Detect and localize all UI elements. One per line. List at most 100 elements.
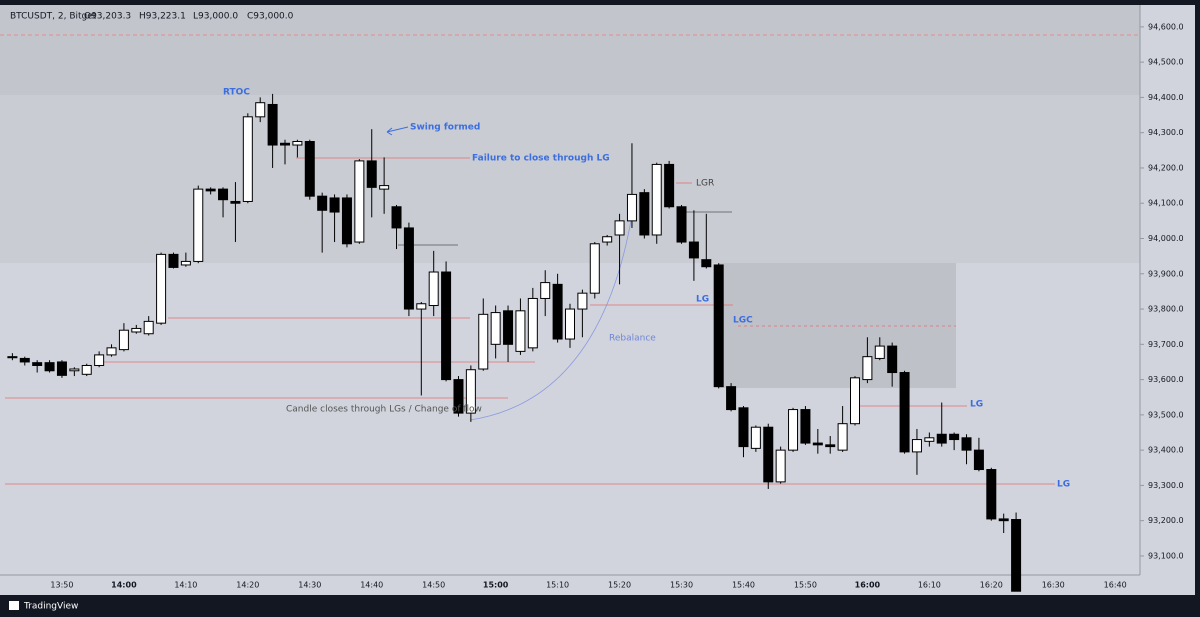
candle-body (936, 433, 947, 444)
candle-body (639, 192, 650, 236)
candle-body (280, 142, 290, 146)
y-tick-label: 93,700.0 (1148, 340, 1184, 349)
y-tick-label: 94,500.0 (1148, 58, 1184, 67)
x-tick-label: 16:00 (855, 581, 881, 590)
y-tick-label: 93,300.0 (1148, 481, 1184, 490)
candle-body (676, 206, 687, 243)
annotation: LG (1057, 480, 1070, 490)
candle-body (887, 345, 898, 374)
candle-body (317, 195, 328, 211)
y-tick-label: 93,100.0 (1148, 551, 1184, 560)
annotation: Swing formed (410, 123, 480, 133)
candle-body (441, 271, 452, 381)
x-tick-label: 14:20 (236, 581, 259, 590)
candle-body (106, 347, 117, 356)
candle-body (552, 283, 563, 340)
candle-body (540, 282, 551, 299)
gap-box (718, 263, 956, 388)
annotation: LG (696, 295, 709, 305)
y-tick-label: 94,100.0 (1148, 199, 1184, 208)
y-tick-label: 93,200.0 (1148, 516, 1184, 525)
candle-body (81, 364, 92, 375)
annotation: LG (970, 400, 983, 410)
x-tick-label: 15:00 (483, 581, 509, 590)
y-tick-label: 93,800.0 (1148, 305, 1184, 314)
candle-body (230, 200, 241, 204)
candle-body (788, 409, 799, 451)
candle-body (837, 423, 848, 451)
candle-body (713, 264, 724, 388)
x-tick-label: 15:40 (732, 581, 755, 590)
time-axis (0, 575, 1195, 595)
candle-body (961, 437, 972, 451)
x-tick-label: 16:10 (918, 581, 941, 590)
annotation: LGR (696, 179, 714, 189)
candle-body (775, 449, 786, 483)
x-tick-label: 16:30 (1042, 581, 1065, 590)
candle-body (726, 386, 737, 411)
candle-body (7, 356, 18, 359)
brand: TradingView (23, 602, 78, 612)
candle-body (292, 141, 303, 146)
ohlc-high: H93,223.1 (139, 12, 186, 22)
candle-body (664, 163, 675, 208)
candle-body (862, 356, 873, 381)
x-tick-label: 14:10 (174, 581, 197, 590)
candle-body (94, 354, 105, 366)
symbol: BTCUSDT, 2, Bitget (10, 12, 97, 22)
y-tick-label: 94,600.0 (1148, 22, 1184, 31)
candle-body (143, 320, 154, 335)
y-tick-label: 93,900.0 (1148, 269, 1184, 278)
candle-body (329, 197, 340, 213)
x-tick-label: 16:20 (980, 581, 1003, 590)
candle-body (465, 369, 476, 414)
candle-body (750, 426, 761, 449)
candle-body (626, 193, 637, 222)
candle-body (565, 308, 575, 340)
x-tick-label: 15:30 (670, 581, 693, 590)
rebalance-curve (469, 214, 633, 421)
candle-body (180, 260, 191, 266)
y-tick-label: 94,400.0 (1148, 93, 1184, 102)
candle-body (589, 243, 600, 294)
candle-body (911, 439, 922, 453)
candle-body (527, 297, 538, 349)
candle-body (205, 188, 216, 192)
y-tick-label: 93,600.0 (1148, 375, 1184, 384)
range-zone (0, 95, 1140, 263)
candle-body (242, 116, 253, 202)
y-tick-label: 93,500.0 (1148, 410, 1184, 419)
candle-body (515, 310, 526, 352)
candle-body (874, 345, 885, 359)
x-tick-label: 16:40 (1104, 581, 1127, 590)
candle-body (850, 377, 860, 425)
candle-body (156, 253, 167, 324)
candle-body (56, 361, 67, 376)
ohlc-close: C93,000.0 (247, 12, 294, 22)
candle-body (763, 426, 774, 483)
x-tick-label: 15:10 (546, 581, 569, 590)
candle-body (812, 442, 823, 446)
ohlc-open: O93,203.3 (84, 12, 131, 22)
candle-body (614, 220, 625, 236)
x-tick-label: 14:40 (360, 581, 383, 590)
candle-body (255, 102, 266, 118)
annotation: LGC (733, 316, 753, 326)
candle-body (899, 372, 910, 453)
annotation: Failure to close through LG (472, 154, 610, 164)
candle-body (168, 253, 179, 268)
y-tick-label: 94,300.0 (1148, 128, 1184, 137)
candle-body (69, 368, 80, 372)
candle-body (44, 362, 55, 372)
candle-body (193, 188, 204, 262)
x-tick-label: 13:50 (50, 581, 73, 590)
candle-body (973, 449, 984, 471)
annotation: Candle closes through LGs / Change of fl… (286, 405, 482, 415)
logo (9, 601, 19, 610)
candle-body (478, 313, 489, 370)
x-tick-label: 14:00 (111, 581, 137, 590)
candle-body (304, 141, 315, 197)
y-tick-label: 93,400.0 (1148, 446, 1184, 455)
candle-body (738, 407, 749, 448)
